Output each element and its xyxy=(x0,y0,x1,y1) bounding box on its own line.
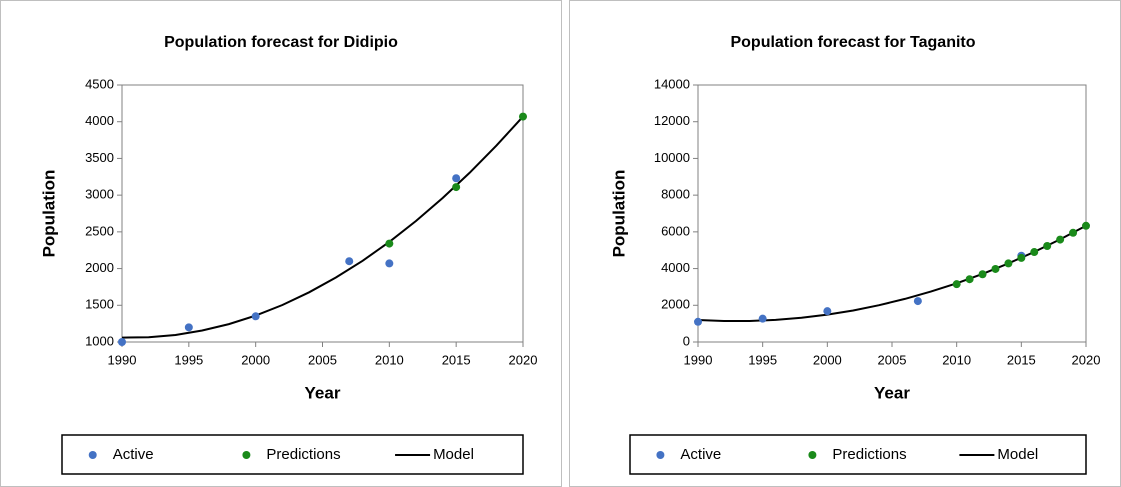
x-tick-label: 1990 xyxy=(108,352,137,367)
y-tick-label: 2000 xyxy=(661,297,690,312)
data-point xyxy=(1043,241,1052,250)
x-tick-label: 2020 xyxy=(1072,352,1101,367)
x-tick-label: 1995 xyxy=(748,352,777,367)
legend-label: Active xyxy=(113,446,154,463)
data-point xyxy=(1030,248,1039,257)
legend-label: Model xyxy=(997,446,1038,463)
data-point xyxy=(965,275,974,284)
y-tick-label: 3000 xyxy=(85,187,114,202)
data-point xyxy=(385,259,394,268)
legend-box xyxy=(629,434,1087,475)
data-point xyxy=(1017,253,1026,262)
y-tick-label: 14000 xyxy=(654,76,690,91)
legend-marker xyxy=(88,451,97,459)
model-line xyxy=(121,115,524,339)
data-point xyxy=(694,317,702,326)
data-point xyxy=(823,307,832,316)
data-point xyxy=(184,323,193,332)
y-tick-label: 8000 xyxy=(661,187,690,202)
data-point xyxy=(519,112,527,121)
data-point xyxy=(1069,228,1078,237)
legend-marker xyxy=(242,451,251,459)
legend-marker xyxy=(808,451,817,459)
y-tick-label: 1500 xyxy=(85,297,114,312)
plot-area xyxy=(697,84,1087,343)
chart-title: Population forecast for Taganito xyxy=(730,34,975,51)
data-point xyxy=(345,257,354,266)
data-point xyxy=(385,239,394,248)
x-tick-label: 2000 xyxy=(813,352,842,367)
y-tick-label: 1000 xyxy=(85,333,114,348)
x-axis-label: Year xyxy=(305,383,341,402)
data-point xyxy=(452,183,461,192)
data-point xyxy=(913,297,922,306)
x-tick-label: 2015 xyxy=(442,352,471,367)
data-point xyxy=(251,312,260,321)
x-tick-label: 2015 xyxy=(1007,352,1036,367)
legend-label: Active xyxy=(680,446,721,463)
y-tick-label: 0 xyxy=(683,333,690,348)
x-tick-label: 2010 xyxy=(375,352,404,367)
y-axis-label: Population xyxy=(609,170,628,258)
panel-frame xyxy=(0,0,562,487)
y-tick-label: 10000 xyxy=(654,150,690,165)
y-tick-label: 2500 xyxy=(85,223,114,238)
x-tick-label: 2000 xyxy=(241,352,270,367)
data-point xyxy=(952,280,961,289)
data-point xyxy=(758,314,767,323)
data-point xyxy=(991,264,1000,273)
y-tick-label: 4500 xyxy=(85,76,114,91)
data-point xyxy=(1082,221,1090,230)
y-tick-label: 4000 xyxy=(661,260,690,275)
x-tick-label: 1990 xyxy=(684,352,713,367)
data-point xyxy=(118,338,126,346)
y-tick-label: 3500 xyxy=(85,150,114,165)
panel-frame xyxy=(569,0,1121,487)
y-tick-label: 4000 xyxy=(85,113,114,128)
y-tick-label: 12000 xyxy=(654,113,690,128)
data-point xyxy=(1056,235,1065,244)
legend-marker xyxy=(656,451,665,459)
x-tick-label: 1995 xyxy=(174,352,203,367)
legend-label: Predictions xyxy=(832,446,906,463)
x-tick-label: 2020 xyxy=(509,352,538,367)
y-tick-label: 2000 xyxy=(85,260,114,275)
legend-label: Model xyxy=(433,446,474,463)
data-point xyxy=(978,270,987,279)
plot-area xyxy=(121,84,524,343)
data-point xyxy=(1004,259,1013,268)
x-tick-label: 2010 xyxy=(942,352,971,367)
x-tick-label: 2005 xyxy=(878,352,907,367)
chart-title: Population forecast for Didipio xyxy=(164,34,398,51)
data-point xyxy=(452,174,461,183)
legend-label: Predictions xyxy=(266,446,340,463)
y-tick-label: 6000 xyxy=(661,223,690,238)
x-axis-label: Year xyxy=(874,383,910,402)
legend-box xyxy=(61,434,524,475)
y-axis-label: Population xyxy=(39,170,58,258)
x-tick-label: 2005 xyxy=(308,352,337,367)
model-line xyxy=(697,224,1087,322)
